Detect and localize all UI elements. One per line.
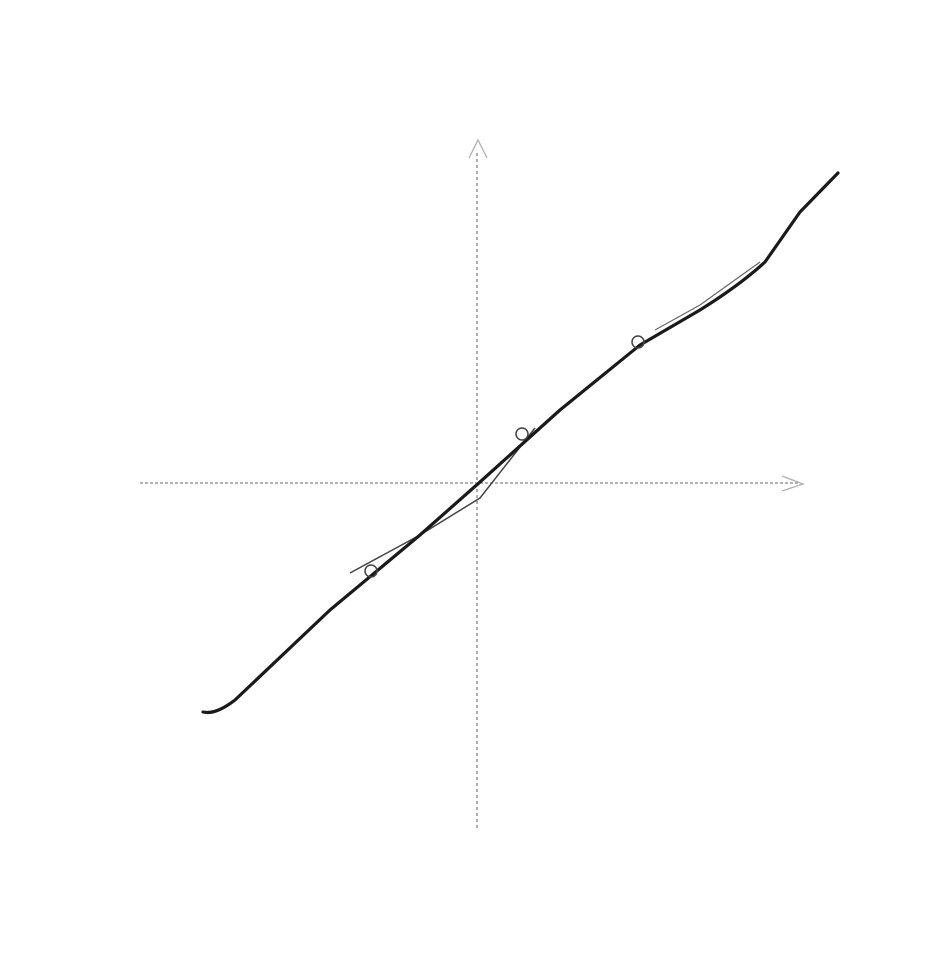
secondary-line-upper [654, 261, 761, 331]
y-axis-arrow [468, 138, 488, 159]
secondary-line [349, 427, 536, 574]
main-curve [201, 171, 840, 715]
x-axis-arrow [781, 475, 805, 492]
point-marker [631, 335, 645, 349]
point-marker [364, 564, 378, 578]
point-marker [515, 427, 529, 441]
